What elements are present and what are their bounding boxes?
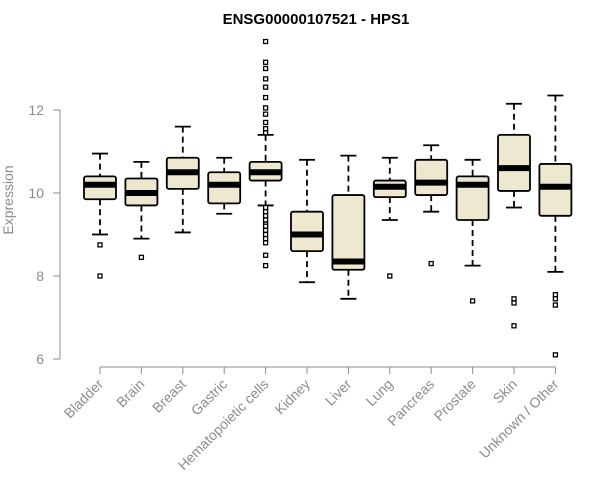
outlier-point: [262, 209, 269, 215]
outlier-point: [428, 260, 434, 267]
box: [497, 133, 531, 192]
chart-title: ENSG00000107521 - HPS1: [223, 11, 410, 28]
y-axis: 6 8 10 12: [28, 102, 61, 367]
outlier-point: [97, 242, 103, 248]
outlier-point: [262, 217, 269, 223]
outlier-point: [262, 223, 269, 229]
outlier-point: [262, 126, 269, 132]
outlier-point: [262, 119, 269, 126]
x-tick-label: Prostate: [431, 376, 479, 424]
x-tick-label: Bladder: [61, 376, 107, 422]
box-group: [248, 38, 283, 269]
outlier-point: [511, 300, 517, 306]
y-tick-label: 8: [36, 268, 44, 284]
x-tick-label: Lung: [363, 376, 396, 409]
x-tick-label: Breast: [149, 376, 189, 416]
outlier-point: [262, 240, 269, 246]
outlier-point: [511, 296, 517, 302]
outlier-point: [262, 213, 269, 219]
outlier-point: [262, 130, 269, 136]
outlier-point: [262, 84, 269, 90]
box-group: [372, 156, 407, 279]
box-group: [414, 144, 449, 267]
y-axis-label: Expression: [0, 165, 16, 234]
outlier-point: [97, 273, 103, 279]
outlier-point: [262, 94, 269, 101]
outlier-point: [552, 292, 559, 298]
outlier-point: [262, 227, 269, 234]
outlier-point: [552, 302, 559, 308]
outlier-point: [552, 352, 559, 358]
outlier-point: [262, 262, 269, 269]
x-tick-label: Brain: [113, 376, 147, 410]
outlier-point: [262, 76, 269, 82]
box-group: [290, 158, 324, 284]
outlier-point: [262, 59, 269, 65]
box: [207, 171, 242, 205]
box: [331, 194, 366, 271]
outlier-point: [262, 111, 269, 117]
y-tick-label: 12: [28, 102, 44, 118]
y-tick-label: 6: [36, 351, 44, 367]
box-group: [165, 125, 200, 234]
outlier-point: [262, 252, 269, 258]
x-tick-label: Liver: [322, 376, 355, 409]
outlier-point: [262, 65, 269, 72]
outlier-point: [262, 105, 269, 111]
box-group: [83, 152, 117, 279]
box: [538, 163, 573, 217]
outlier-point: [262, 231, 269, 238]
box: [290, 210, 324, 253]
box: [83, 175, 117, 201]
outlier-point: [469, 298, 476, 304]
box-group: [124, 160, 159, 260]
outlier-point: [262, 204, 269, 211]
box: [414, 158, 449, 196]
plot-area: [83, 38, 573, 358]
box-group: [207, 156, 242, 215]
outlier-point: [262, 38, 269, 45]
box-group: [455, 158, 490, 304]
outlier-point: [138, 254, 145, 260]
box-group: [331, 154, 366, 300]
y-tick-label: 10: [28, 185, 44, 201]
x-tick-label: Skin: [490, 376, 521, 407]
box-group: [538, 94, 573, 358]
x-tick-label: Unknown / Other: [476, 376, 562, 462]
x-tick-label: Kidney: [272, 376, 314, 418]
outlier-point: [552, 296, 559, 302]
box-group: [497, 102, 531, 329]
outlier-point: [511, 323, 517, 329]
outlier-point: [387, 273, 393, 279]
outlier-point: [262, 235, 269, 242]
